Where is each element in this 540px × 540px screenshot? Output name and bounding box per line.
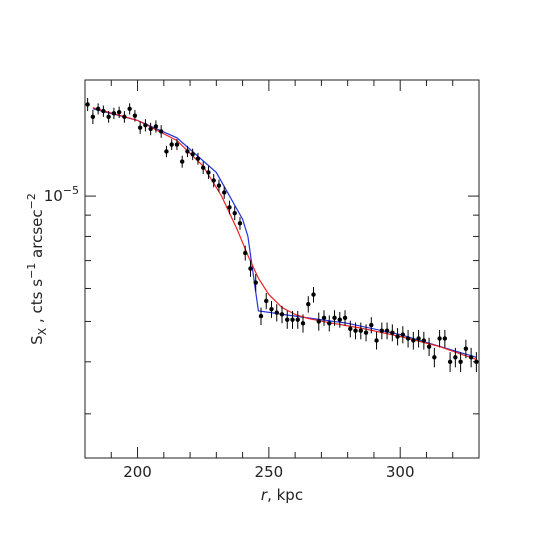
data-point <box>190 152 195 157</box>
data-point <box>90 114 96 120</box>
data-point <box>468 355 474 360</box>
data-point <box>85 102 90 107</box>
data-point <box>400 332 406 337</box>
data-point <box>295 317 300 322</box>
data-point <box>285 317 290 322</box>
data-point <box>405 336 411 341</box>
data-point <box>153 124 159 129</box>
data-point <box>337 317 342 322</box>
y-tick-label: 10−5 <box>44 184 79 205</box>
model-curve-blue <box>92 108 477 358</box>
data-point <box>458 359 463 365</box>
data-point <box>158 129 164 134</box>
data-point <box>442 336 448 341</box>
data-point <box>437 336 442 341</box>
data-point <box>290 317 295 322</box>
x-axis-label: r, kpc <box>261 486 303 504</box>
data-point <box>311 292 316 297</box>
data-point <box>132 113 138 118</box>
data-point <box>201 165 206 170</box>
data-point <box>358 328 363 333</box>
data-point <box>179 159 185 164</box>
data-point <box>321 315 327 321</box>
data-point <box>411 338 416 343</box>
data-point <box>316 319 321 324</box>
data-point <box>342 315 348 321</box>
data-point <box>116 110 122 115</box>
data-point <box>169 142 174 147</box>
axis-ticks <box>84 80 480 458</box>
data-point <box>363 330 369 335</box>
data-point <box>237 221 243 226</box>
data-point <box>143 122 148 128</box>
data-point <box>216 183 222 188</box>
data-point <box>269 307 274 312</box>
data-point <box>474 359 479 365</box>
data-point <box>379 328 385 333</box>
x-tick-label: 250 <box>255 463 284 481</box>
data-point <box>463 346 469 351</box>
data-point <box>248 266 253 271</box>
data-point <box>306 302 311 307</box>
data-point <box>416 336 421 341</box>
data-point <box>106 114 111 120</box>
data-point <box>300 321 306 326</box>
data-point <box>390 330 395 335</box>
tick-labels: 200 250 300 10−5 <box>44 184 415 481</box>
data-point <box>426 344 432 349</box>
data-point <box>243 250 248 256</box>
data-point <box>374 338 379 343</box>
data-point <box>453 355 458 360</box>
data-point <box>122 114 127 120</box>
plot-frame <box>84 79 480 459</box>
data-point <box>327 321 332 326</box>
data-point <box>264 298 269 304</box>
data-point <box>137 125 143 130</box>
data-points <box>85 98 479 373</box>
model-curves <box>92 107 477 361</box>
data-point <box>274 310 279 315</box>
data-point <box>332 315 337 321</box>
data-point <box>111 111 117 116</box>
data-point <box>447 359 453 365</box>
x-tick-label: 200 <box>123 463 152 481</box>
data-point <box>421 338 427 343</box>
data-point <box>164 149 169 154</box>
data-point <box>148 126 153 132</box>
data-point <box>432 355 437 360</box>
y-axis-label: SX , cts s−1 arcsec−2 <box>25 193 49 345</box>
data-point <box>227 205 232 210</box>
data-point <box>384 328 390 333</box>
data-point <box>195 156 201 161</box>
data-point <box>211 178 216 183</box>
data-point <box>206 170 211 175</box>
data-point <box>95 106 101 112</box>
data-point <box>258 313 264 319</box>
data-point <box>185 149 190 154</box>
data-point <box>232 210 237 216</box>
data-point <box>279 312 285 317</box>
data-point <box>101 108 106 114</box>
data-point <box>253 280 258 285</box>
data-point <box>348 326 353 332</box>
x-tick-label: 300 <box>386 463 415 481</box>
data-point <box>395 334 400 339</box>
data-point <box>222 190 227 195</box>
data-point <box>174 142 180 147</box>
data-point <box>353 328 358 333</box>
data-point <box>369 322 374 328</box>
model-curve-red <box>92 107 477 361</box>
data-point <box>127 106 132 112</box>
